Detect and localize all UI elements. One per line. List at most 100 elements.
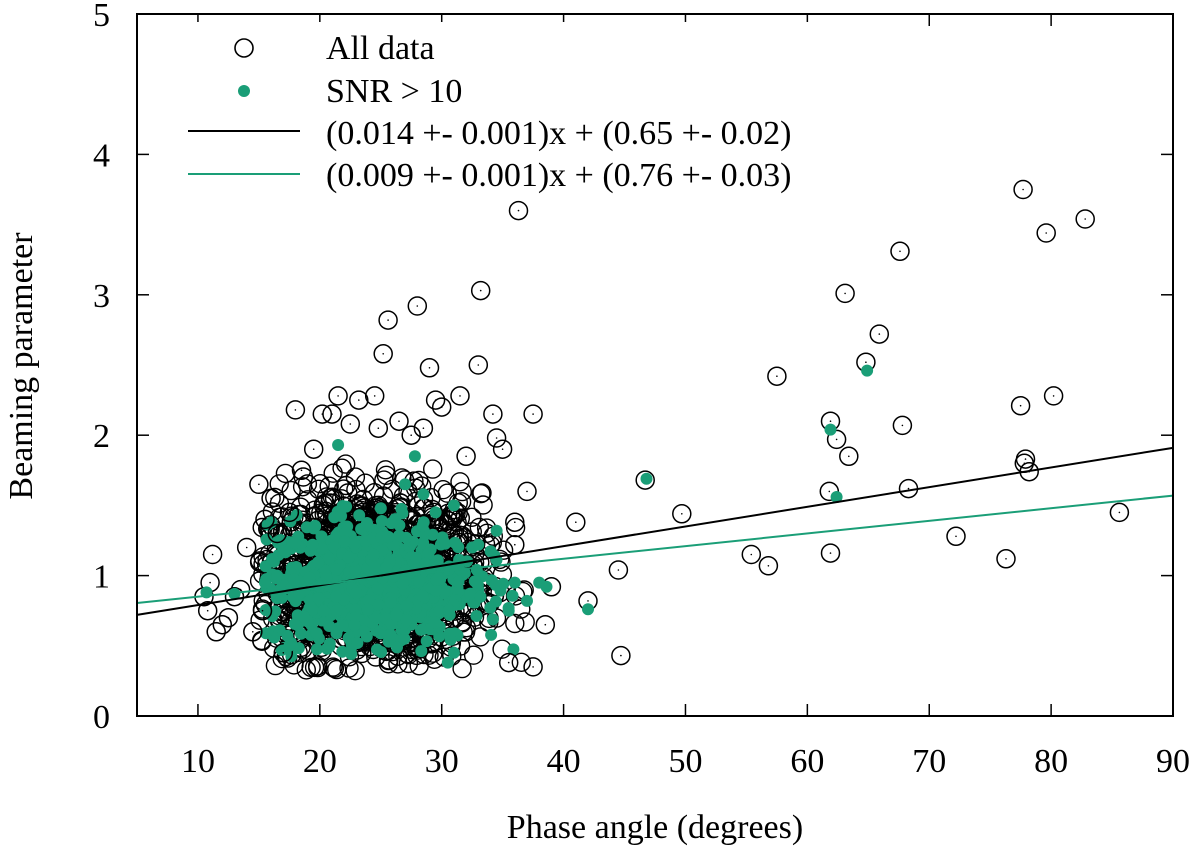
snr-point — [361, 603, 374, 616]
snr-point — [385, 517, 398, 530]
all-data-point — [218, 607, 239, 628]
all-data-point-center — [206, 609, 209, 612]
all-data-point — [608, 560, 629, 580]
snr-point — [396, 577, 409, 590]
snr-point — [416, 519, 429, 532]
all-data-point — [323, 463, 343, 483]
legend-all-data-marker — [234, 38, 254, 58]
snr-point — [400, 531, 413, 544]
all-data-point-center — [211, 553, 214, 556]
all-data-point — [1013, 179, 1033, 200]
all-data-point — [826, 429, 847, 450]
snr-point — [399, 478, 412, 491]
all-data-point-center — [767, 565, 770, 567]
all-data-point — [835, 283, 855, 304]
all-data-point-center — [514, 521, 516, 523]
all-data-point-center — [239, 588, 242, 591]
fit-line-all-data — [136, 446, 1174, 616]
snr-point — [506, 589, 519, 602]
snr-point — [288, 617, 301, 630]
y-tick-label: 3 — [93, 278, 110, 315]
snr-point — [283, 639, 296, 652]
all-data-point-center — [377, 427, 380, 430]
all-data-point — [1109, 502, 1130, 523]
snr-point — [415, 623, 427, 636]
snr-point — [452, 575, 465, 588]
snr-point — [330, 563, 343, 576]
all-data-point-center — [495, 437, 498, 439]
all-data-point — [328, 386, 348, 406]
snr-point — [489, 578, 502, 591]
all-data-point-center — [907, 487, 910, 490]
all-data-point-center — [264, 518, 266, 521]
all-data-point — [869, 324, 890, 344]
snr-point — [429, 506, 442, 519]
snr-point — [259, 576, 271, 589]
all-data-point — [450, 472, 470, 492]
all-data-point — [345, 467, 366, 487]
all-data-point — [472, 483, 492, 503]
snr-point — [310, 643, 323, 656]
all-data-point — [407, 296, 428, 316]
snr-point — [447, 646, 460, 659]
all-data-point — [1075, 209, 1095, 229]
all-data-point-center — [477, 364, 480, 366]
snr-point — [375, 515, 388, 527]
snr-point — [293, 587, 306, 600]
snr-point — [266, 553, 279, 565]
all-data-point — [1036, 223, 1056, 243]
snr-point — [289, 537, 301, 550]
all-data-point — [197, 600, 218, 621]
all-data-point — [498, 652, 519, 673]
snr-point — [398, 632, 411, 645]
snr-point — [303, 571, 316, 584]
all-data-point-center — [865, 361, 867, 364]
all-data-point — [517, 481, 537, 502]
snr-point — [413, 575, 425, 588]
all-data-point — [468, 355, 489, 375]
snr-point — [306, 538, 319, 551]
all-data-point — [535, 614, 556, 635]
snr-point — [281, 629, 294, 642]
snr-point — [430, 584, 442, 597]
snr-point — [441, 656, 454, 669]
legend-fit-all-label: (0.014 +- 0.001)x + (0.65 +- 0.02) — [326, 115, 791, 152]
legend-background — [175, 22, 915, 192]
snr-point — [830, 491, 843, 503]
snr-point — [353, 509, 366, 522]
plot-frame — [136, 13, 1174, 717]
all-data-point — [1015, 449, 1036, 469]
snr-point — [323, 620, 336, 632]
x-tick-label: 10 — [181, 743, 215, 780]
all-data-points — [194, 179, 1130, 677]
all-data-point — [469, 517, 489, 538]
all-data-point — [249, 474, 269, 495]
all-data-point — [376, 465, 396, 485]
all-data-point — [419, 358, 440, 378]
all-data-point-center — [258, 483, 260, 486]
all-data-point-center — [1024, 458, 1027, 460]
all-data-point — [368, 418, 389, 438]
all-data-point-center — [517, 209, 520, 212]
snr-point — [312, 592, 325, 605]
all-data-point-center — [410, 434, 413, 437]
snr-point — [348, 538, 361, 551]
all-data-point — [473, 495, 493, 515]
snr-point — [274, 534, 287, 546]
snr-point — [310, 627, 323, 640]
all-data-point — [452, 481, 472, 502]
all-data-point-center — [465, 455, 467, 458]
all-data-point — [224, 586, 245, 607]
snr-point — [472, 538, 485, 551]
snr-point — [371, 582, 384, 595]
all-data-point-center — [479, 289, 482, 292]
all-data-point — [437, 483, 457, 503]
snr-point — [582, 603, 594, 616]
all-data-point-center — [227, 616, 230, 619]
snr-point — [372, 598, 384, 611]
all-data-point-center — [532, 413, 534, 415]
snr-point — [390, 609, 403, 622]
all-data-point-center — [955, 535, 957, 538]
legend-snr-marker — [238, 85, 250, 97]
